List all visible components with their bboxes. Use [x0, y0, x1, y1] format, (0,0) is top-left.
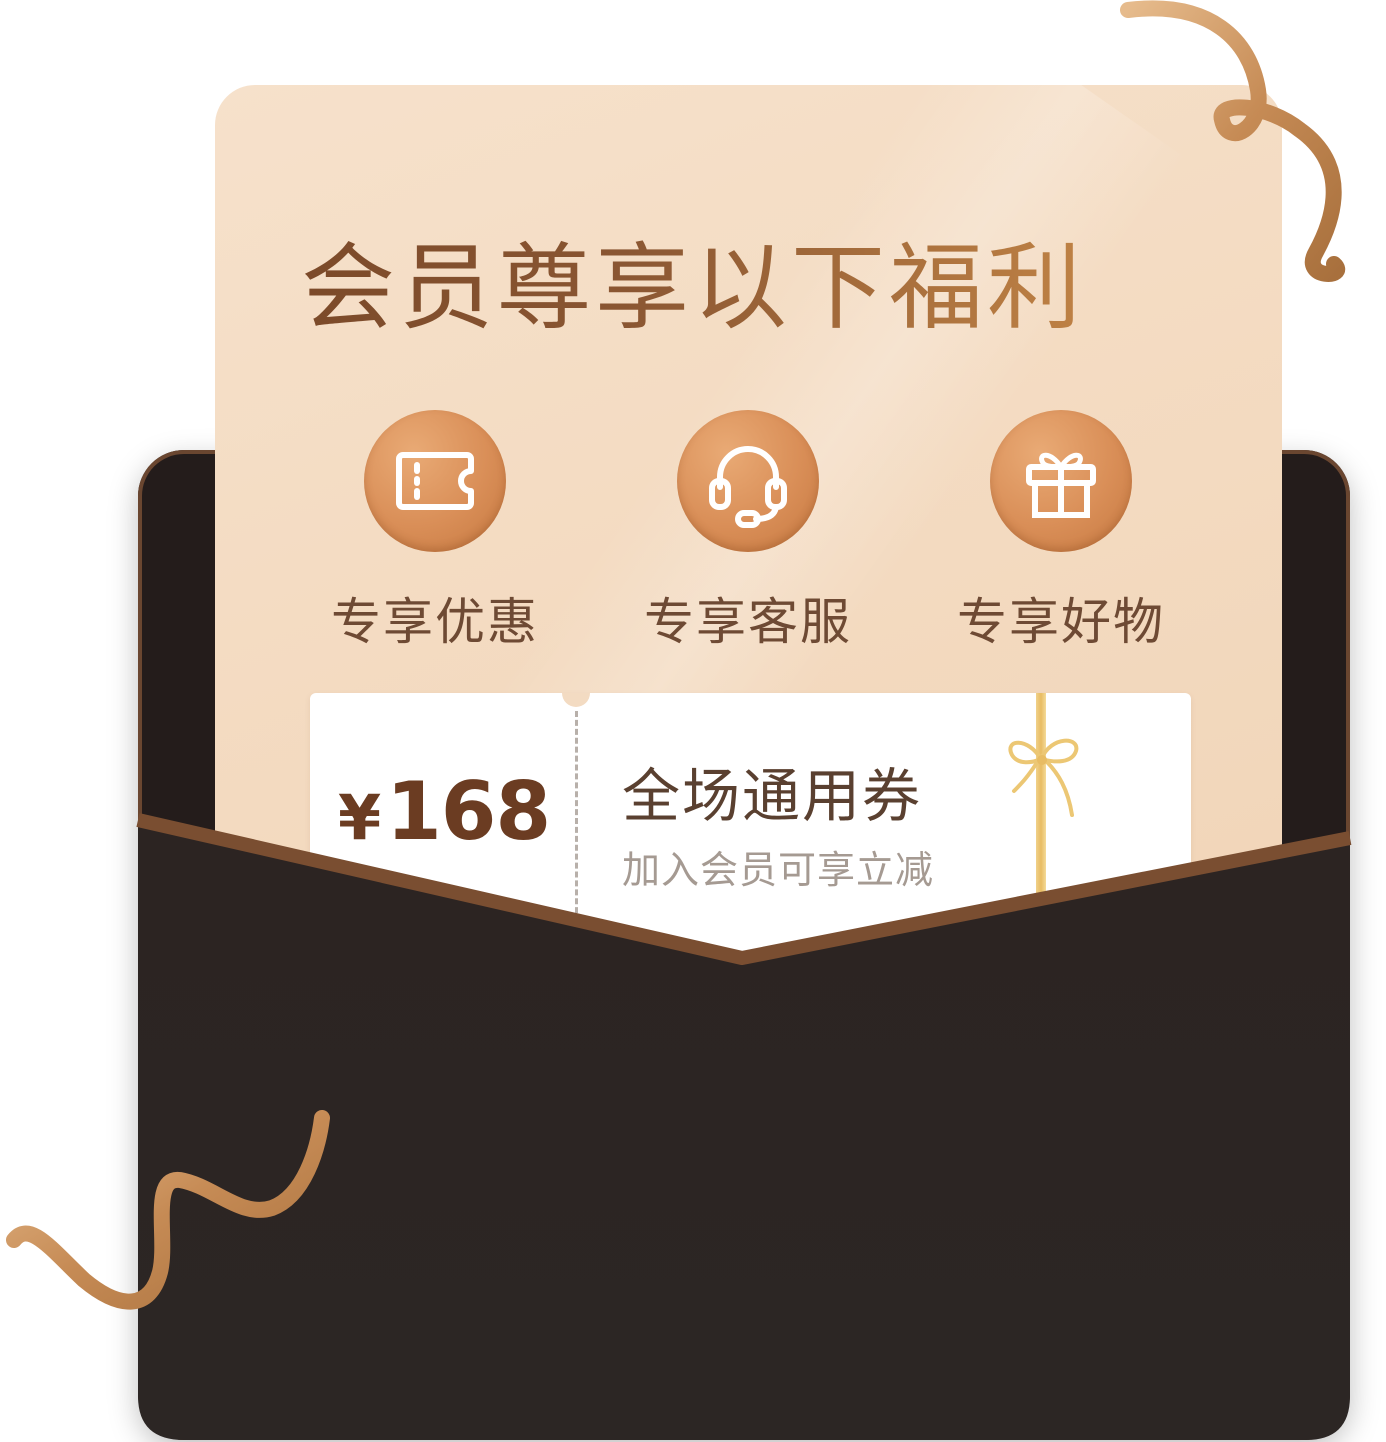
coupon-price: ¥168	[338, 765, 551, 858]
coupon-notch	[562, 693, 590, 707]
bow-icon	[1008, 738, 1079, 817]
coupon-amount: 168	[386, 765, 551, 858]
benefit-service-circle	[677, 410, 819, 552]
gift-icon	[1026, 452, 1096, 518]
coupon-title: 全场通用券	[622, 762, 923, 830]
headset-icon	[709, 446, 787, 528]
benefit-discount-label: 专享优惠	[331, 593, 539, 651]
currency-symbol: ¥	[338, 781, 381, 854]
benefit-discount[interactable]: 专享优惠	[305, 410, 565, 654]
benefit-discount-circle	[364, 410, 506, 552]
coupon-card[interactable]: ¥168 全场通用券 加入会员可享立减	[310, 693, 1191, 953]
benefit-service[interactable]: 专享客服	[618, 410, 878, 654]
ticket-icon	[396, 452, 474, 510]
benefit-service-label: 专享客服	[644, 593, 852, 651]
benefit-goods-label: 专享好物	[957, 593, 1165, 651]
benefit-goods[interactable]: 专享好物	[931, 410, 1191, 654]
coupon-subtitle: 加入会员可享立减	[622, 848, 935, 892]
coupon-divider	[575, 711, 578, 931]
benefit-goods-circle	[990, 410, 1132, 552]
card-title: 会员尊享以下福利	[0, 212, 1386, 348]
